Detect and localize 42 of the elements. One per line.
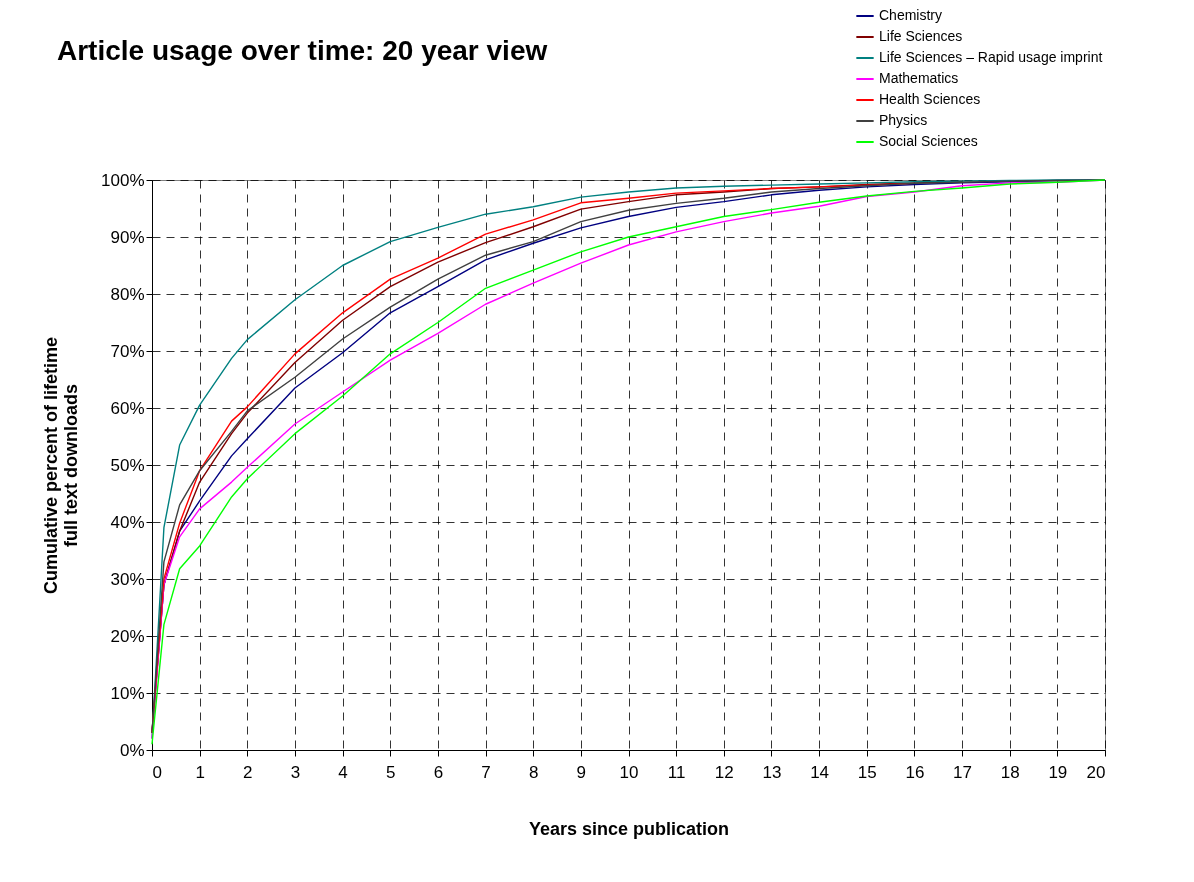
legend-label: Life Sciences – Rapid usage imprint <box>879 49 1103 65</box>
x-tick-label: 9 <box>576 762 587 782</box>
x-tick-label: 4 <box>338 762 348 782</box>
x-tick-label: 8 <box>528 762 539 782</box>
y-tick-label: 90% <box>110 227 145 247</box>
x-tick-label: 7 <box>481 762 491 782</box>
x-tick-label: 13 <box>762 762 782 782</box>
x-tick-label: 0 <box>152 762 162 782</box>
y-tick-label: 50% <box>110 455 145 475</box>
x-tick-label: 18 <box>1000 762 1020 782</box>
legend-label: Life Sciences <box>879 28 963 44</box>
x-tick-label: 3 <box>290 762 301 782</box>
x-tick-label: 19 <box>1048 762 1068 782</box>
y-tick-label: 60% <box>110 398 145 418</box>
chart-title: Article usage over time: 20 year view <box>57 35 548 66</box>
y-tick-label: 0% <box>119 740 145 760</box>
x-tick-label: 17 <box>953 762 973 782</box>
x-tick-label: 5 <box>386 762 396 782</box>
x-tick-label: 11 <box>667 762 686 782</box>
y-tick-label: 30% <box>110 569 145 589</box>
x-tick-label: 1 <box>195 762 205 782</box>
y-tick-label: 20% <box>110 626 145 646</box>
x-tick-label: 12 <box>714 762 734 782</box>
y-tick-label: 40% <box>110 512 145 532</box>
x-tick-label: 2 <box>243 762 253 782</box>
y-tick-label: 70% <box>110 341 145 361</box>
legend-label: Health Sciences <box>879 91 981 107</box>
y-tick-label: 10% <box>110 683 145 703</box>
x-tick-label: 15 <box>857 762 877 782</box>
legend-label: Social Sciences <box>879 133 978 149</box>
x-tick-label: 6 <box>433 762 444 782</box>
legend-label: Physics <box>879 112 928 128</box>
x-axis-title: Years since publication <box>528 818 730 839</box>
legend-label: Chemistry <box>879 7 943 23</box>
legend-label: Mathematics <box>879 70 959 86</box>
y-tick-label: 80% <box>110 284 145 304</box>
x-tick-label: 14 <box>810 762 830 782</box>
y-tick-label: 100% <box>101 170 145 190</box>
x-tick-label: 10 <box>619 762 639 782</box>
y-axis-title: Cumulative percent of lifetime full text downloads <box>41 336 82 595</box>
x-tick-label: 16 <box>905 762 925 782</box>
x-tick-label: 20 <box>1086 762 1106 782</box>
